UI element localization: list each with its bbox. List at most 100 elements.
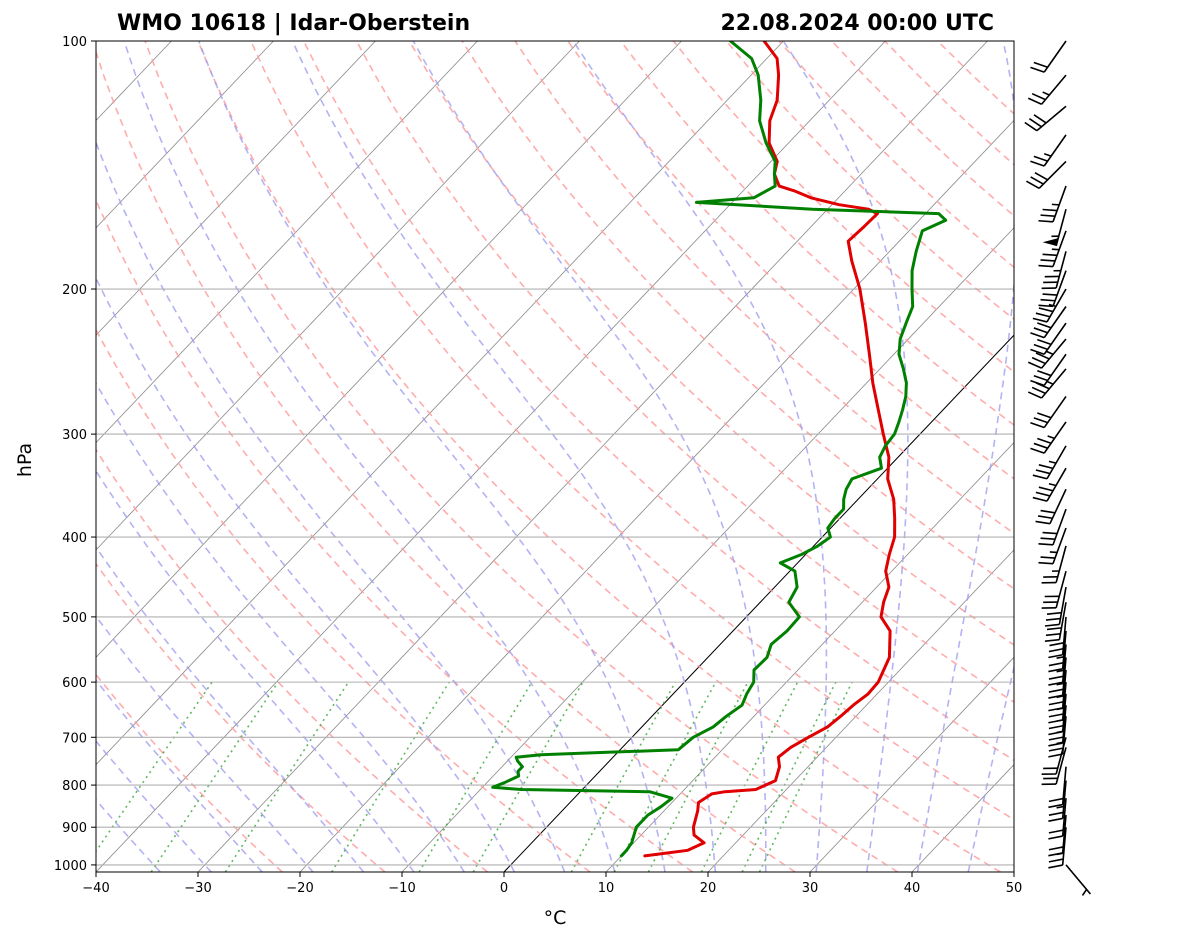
wind-barb-staff [1055, 570, 1067, 609]
wind-barb-staff [1061, 705, 1067, 744]
mixing-ratio-line [647, 681, 749, 872]
wind-barb [1048, 766, 1067, 809]
isotherm-line [1013, 871, 1014, 872]
wind-barb-full [1048, 688, 1064, 693]
y-axis-ticks: 100 200 300 400 500 600 700 800 900 1000 [54, 35, 96, 874]
wind-barb-staff [1043, 353, 1067, 386]
wind-barb-full [1035, 352, 1050, 360]
wind-barb [1030, 40, 1067, 73]
wind-barb-staff [1061, 682, 1067, 721]
wind-barb-full [1030, 422, 1045, 429]
wind-barb-full [1038, 486, 1054, 492]
wind-barb [1048, 827, 1067, 869]
y-tick-label: 800 [62, 779, 87, 794]
wind-barb [1024, 105, 1067, 132]
wind-barb-full [1033, 114, 1047, 124]
wind-barb-staff [1040, 338, 1067, 369]
wind-barb-staff [1061, 630, 1067, 669]
dry-adiabat-line [672, 41, 1014, 373]
wind-barb-full [1030, 160, 1045, 167]
wind-barb-full [1037, 437, 1052, 445]
wind-barb-half [1047, 435, 1055, 440]
wind-barb-staff [1043, 395, 1067, 428]
wind-barb-full [1048, 667, 1063, 673]
chart-title-station: WMO 10618 | Idar-Oberstein [117, 11, 470, 36]
y-tick-label: 300 [62, 428, 87, 443]
wind-barb [1048, 616, 1067, 659]
wind-barb-full [1024, 121, 1038, 132]
wind-barb-staff [1040, 368, 1067, 399]
wind-barb [1065, 864, 1092, 896]
wind-barb-full [1048, 817, 1063, 822]
wind-barb [1048, 780, 1067, 822]
isotherm-line [605, 441, 1014, 872]
x-tick-label: −40 [82, 881, 109, 896]
wind-barb-staff [1061, 669, 1067, 708]
wind-barb-full [1031, 92, 1046, 101]
wind-barb-full [1035, 491, 1051, 497]
dry-adiabat-line [567, 41, 1014, 480]
wind-barb-staff [1055, 747, 1067, 785]
wind-barb-full [1040, 509, 1056, 514]
wind-barb-full [1048, 736, 1064, 741]
dry-adiabat-line [96, 673, 283, 872]
y-tick-label: 100 [62, 35, 87, 50]
dry-adiabat-line [619, 41, 1014, 426]
wind-barb-full [1027, 97, 1042, 105]
wind-barb [1030, 421, 1067, 454]
wind-barb-full [1037, 338, 1052, 346]
wind-barb-staff [1040, 74, 1067, 105]
wind-barb-full [1045, 633, 1061, 637]
wind-barb-half [1056, 741, 1064, 745]
wind-barb-staff [1046, 445, 1067, 480]
dry-adiabat-line [408, 41, 1014, 646]
wind-barb [1048, 693, 1067, 736]
wind-barb-full [1040, 298, 1056, 302]
moist-adiabat-line [412, 41, 767, 872]
wind-barb-full [1040, 537, 1056, 541]
x-tick-label: −10 [388, 881, 415, 896]
y-tick-label: 500 [62, 611, 87, 626]
wind-barb-full [1048, 846, 1064, 851]
isotherm-line [96, 41, 376, 336]
dry-adiabat-line [197, 41, 1001, 872]
wind-barb-full [1038, 561, 1054, 565]
wind-barb-full [1044, 638, 1060, 643]
wind-barb-full [1035, 520, 1051, 525]
wind-barb-full [1048, 713, 1064, 718]
wind-barb-staff [1049, 488, 1067, 525]
wind-barb-full [1033, 417, 1048, 424]
x-tick-label: 40 [904, 881, 921, 896]
wind-barb-full [1040, 214, 1056, 217]
mixing-ratio-line [224, 681, 350, 872]
wind-barb-staff [1052, 230, 1067, 267]
wind-barb-half [1048, 303, 1057, 308]
isotherm-line [96, 41, 580, 551]
wind-barb-half [1046, 350, 1054, 356]
wind-barb-staff [1046, 467, 1067, 502]
wind-barb-staff [1043, 134, 1067, 167]
dry-adiabat-line [355, 41, 1014, 703]
wind-barb [1035, 488, 1067, 525]
isotherm-line [96, 41, 784, 766]
wind-barb-half [1056, 730, 1064, 734]
wind-barb-staff [1061, 644, 1067, 683]
wind-barb-half [1056, 718, 1064, 722]
wind-barb-full [1048, 753, 1063, 758]
wind-barb-full [1031, 356, 1046, 365]
wind-barb [1030, 353, 1067, 387]
wind-barb-flag [1042, 238, 1059, 246]
wind-barb [1041, 737, 1067, 776]
wind-barb-staff [1046, 288, 1067, 323]
wind-barb-full [1046, 611, 1062, 615]
wind-barb [1030, 395, 1067, 429]
wind-barb-full [1033, 343, 1048, 351]
y-tick-label: 700 [62, 731, 87, 746]
x-tick-label: −30 [184, 881, 211, 896]
wind-barb-full [1038, 304, 1054, 308]
zero-isotherm-line [503, 334, 1014, 872]
moist-adiabat-line [96, 679, 263, 872]
wind-barb-full [1027, 361, 1042, 369]
wind-barb-full [1035, 382, 1050, 390]
chart-title-datetime: 22.08.2024 00:00 UTC [720, 11, 994, 36]
